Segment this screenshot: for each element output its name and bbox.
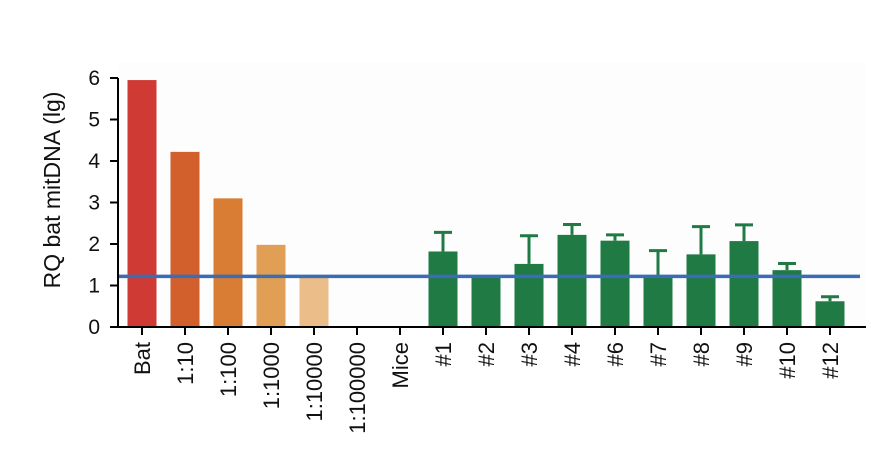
x-tick-label-12: #6 (603, 342, 628, 366)
bar-15 (729, 241, 759, 327)
x-tick-label-17: #12 (818, 342, 843, 379)
bar-17 (815, 301, 845, 327)
bar-5 (299, 276, 329, 327)
y-ticks-group: 0 1 2 3 4 5 6 (88, 67, 118, 339)
error-bars-group (434, 222, 839, 302)
x-tick-label-11: #4 (560, 342, 585, 366)
x-tick-label-14: #8 (689, 342, 714, 366)
y-axis-title: RQ bat mitDNA (lg) (39, 92, 65, 289)
y-tick-label-0: 0 (88, 316, 100, 339)
y-tick-label-3: 3 (88, 192, 100, 215)
x-tick-label-5: 1:10000 (302, 342, 327, 422)
x-tick-label-16: #10 (775, 342, 800, 379)
x-tick-label-1: Bat (130, 342, 155, 375)
x-tick-label-9: #2 (474, 342, 499, 366)
bar-13 (643, 275, 673, 327)
x-tick-label-10: #3 (517, 342, 542, 366)
y-tick-label-2: 2 (88, 233, 100, 256)
x-labels-group: Bat 1:10 1:100 1:1000 1:10000 1:100000 Mice #1 #… (130, 327, 843, 434)
x-tick-label-8: #1 (431, 342, 456, 366)
bar-3 (213, 198, 243, 327)
x-tick-label-2: 1:10 (173, 342, 198, 385)
bar-9 (471, 276, 501, 327)
x-tick-label-6: 1:100000 (345, 342, 370, 434)
y-tick-label-5: 5 (88, 109, 100, 132)
y-tick-label-1: 1 (88, 275, 100, 298)
bar-14 (686, 254, 716, 327)
bar-16 (772, 270, 802, 327)
y-tick-label-4: 4 (88, 150, 100, 173)
bars-group (127, 80, 845, 327)
x-tick-label-4: 1:1000 (259, 342, 284, 409)
x-tick-label-15: #9 (732, 342, 757, 366)
bar-11 (557, 234, 587, 327)
x-tick-label-7: Mice (388, 342, 413, 388)
bar-12 (600, 240, 630, 327)
bar-8 (428, 251, 458, 327)
bar-1 (127, 80, 157, 327)
x-tick-label-13: #7 (646, 342, 671, 366)
bar-4 (256, 244, 286, 327)
x-tick-label-3: 1:100 (216, 342, 241, 397)
y-tick-label-6: 6 (88, 67, 100, 90)
bar-2 (170, 151, 200, 327)
bar-10 (514, 263, 544, 327)
